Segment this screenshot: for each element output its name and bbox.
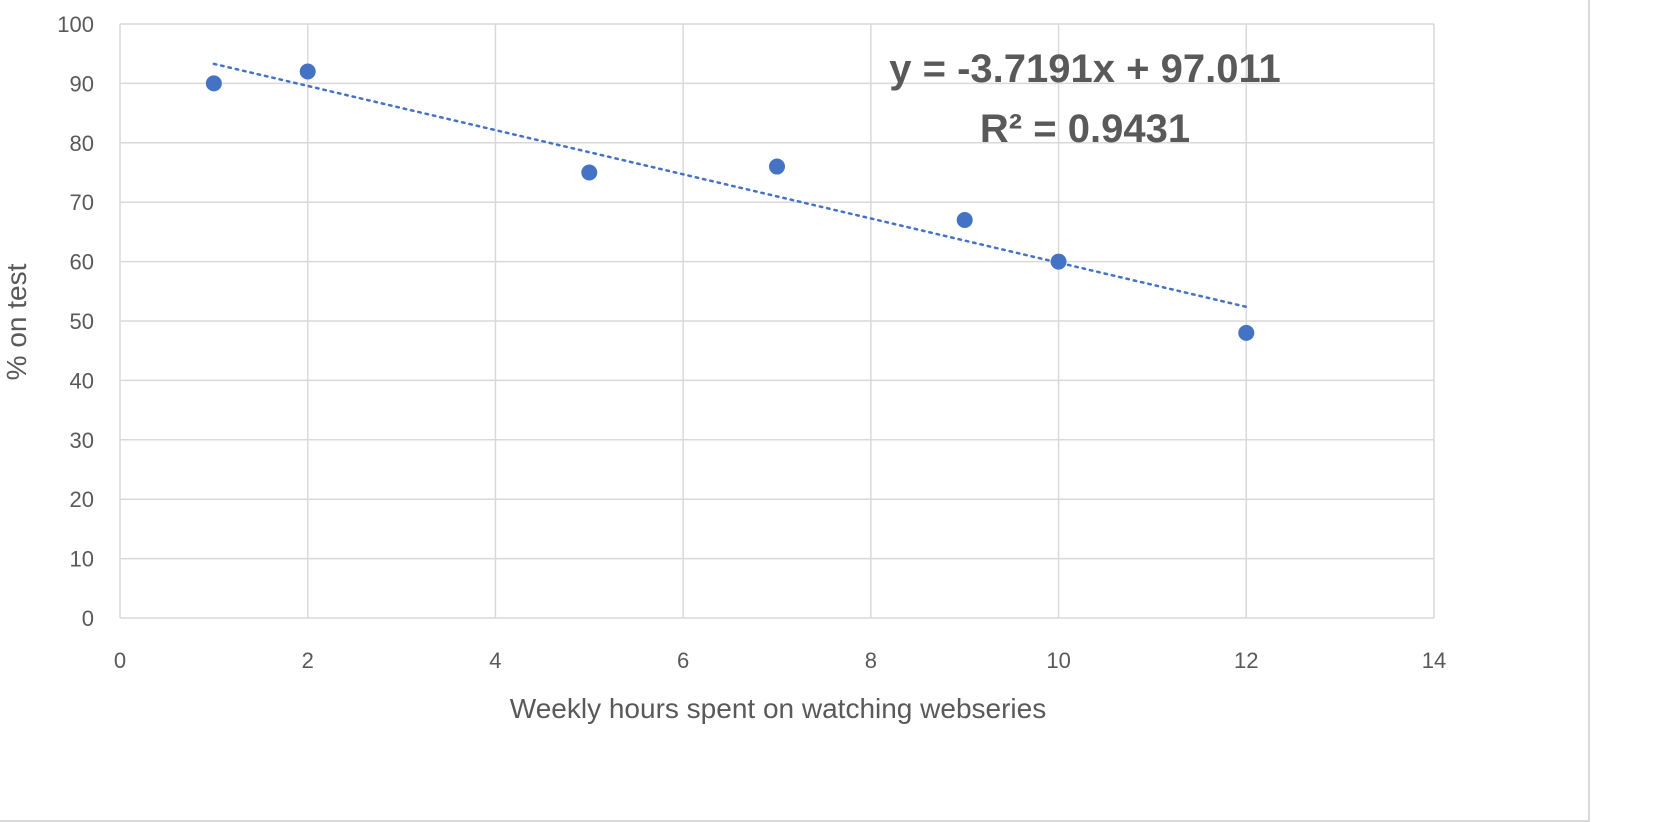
y-tick-label: 70 xyxy=(70,190,94,215)
data-points xyxy=(205,63,1255,341)
x-tick-label: 14 xyxy=(1422,648,1446,673)
x-tick-label: 12 xyxy=(1234,648,1258,673)
scatter-point xyxy=(1050,253,1067,270)
x-tick-label: 2 xyxy=(302,648,314,673)
scatter-point xyxy=(1238,324,1255,341)
y-axis-title: % on test xyxy=(1,263,32,380)
scatter-point xyxy=(205,75,222,92)
chart-frame: 0 10 20 30 40 50 60 70 80 90 100 0 2 4 6 8 10 12 14 Weekly… xyxy=(0,0,1590,822)
x-tick-label: 0 xyxy=(114,648,126,673)
scatter-point xyxy=(769,158,785,175)
y-tick-label: 10 xyxy=(70,547,94,572)
y-tick-label: 0 xyxy=(82,606,94,631)
y-tick-label: 20 xyxy=(70,487,94,512)
x-tick-label: 8 xyxy=(865,648,877,673)
scatter-point xyxy=(299,63,316,80)
gridlines xyxy=(119,23,1435,619)
y-tick-label: 90 xyxy=(70,71,94,96)
tick-labels: 0 10 20 30 40 50 60 70 80 90 100 0 2 4 6 8 10 12 14 xyxy=(57,12,1446,673)
scatter-point xyxy=(581,164,598,181)
y-tick-label: 40 xyxy=(70,368,94,393)
trendline-equation-label: y = -3.7191x + 97.011 xyxy=(889,47,1280,91)
x-axis-title: Weekly hours spent on watching webseries xyxy=(510,693,1046,724)
x-tick-label: 4 xyxy=(489,648,501,673)
scatter-point xyxy=(956,212,973,229)
y-tick-label: 80 xyxy=(70,131,94,156)
y-tick-label: 100 xyxy=(57,12,94,37)
x-tick-label: 6 xyxy=(677,648,689,673)
trendline-r2-label: R² = 0.9431 xyxy=(980,107,1190,151)
trendline xyxy=(212,62,1248,309)
y-tick-label: 30 xyxy=(70,428,94,453)
x-tick-label: 10 xyxy=(1046,648,1070,673)
y-tick-label: 60 xyxy=(70,250,94,275)
trendline-group xyxy=(212,62,1248,309)
scatter-chart: 0 10 20 30 40 50 60 70 80 90 100 0 2 4 6 8 10 12 14 Weekly… xyxy=(1,12,1446,724)
y-tick-label: 50 xyxy=(70,309,94,334)
